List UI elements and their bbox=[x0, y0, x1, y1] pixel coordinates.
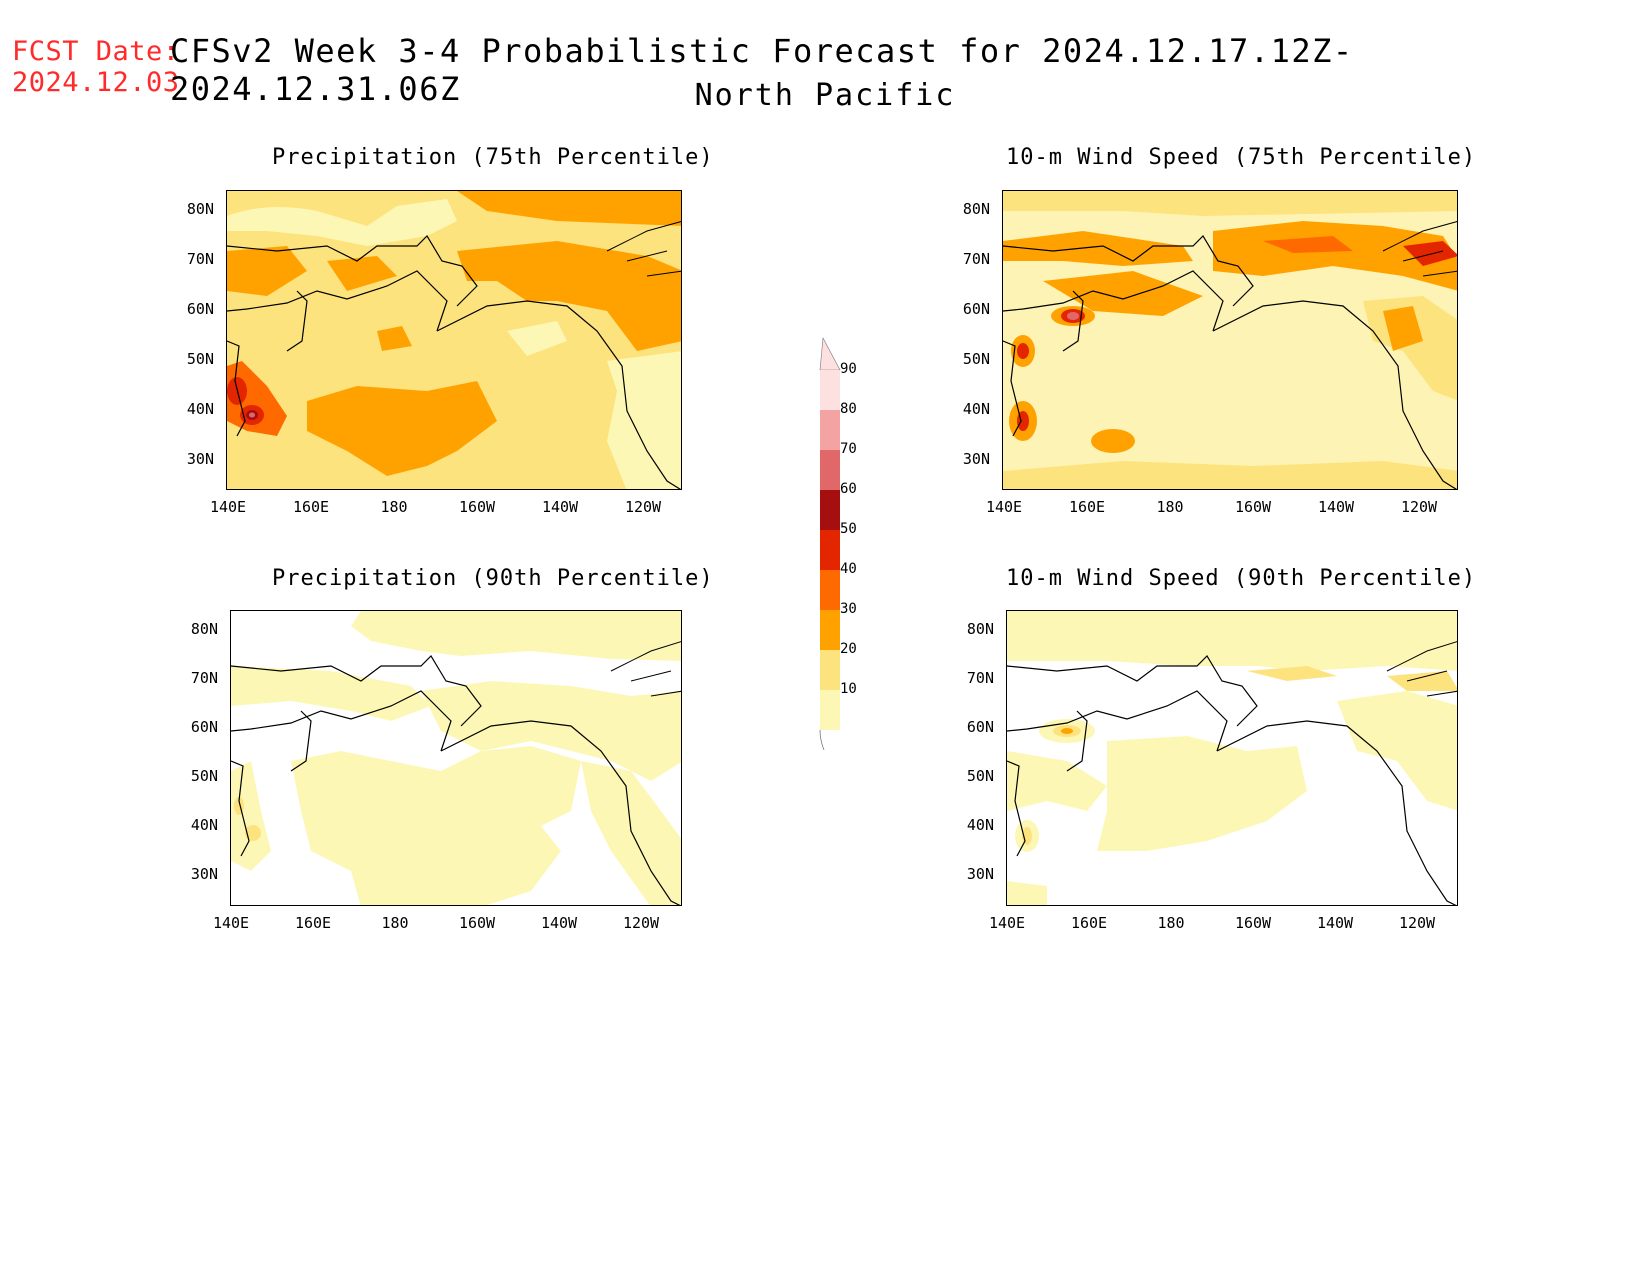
colorbar-label: 80 bbox=[840, 401, 857, 417]
colorbar-label: 30 bbox=[840, 601, 857, 617]
ytick-70n: 70N bbox=[966, 669, 994, 687]
wind-75-field bbox=[1003, 191, 1457, 489]
xtick-140e: 140E bbox=[209, 498, 247, 516]
fcst-date-value: 2024.12.03 bbox=[12, 67, 180, 98]
xtick-140w: 140W bbox=[1316, 914, 1354, 932]
xtick-160e: 160E bbox=[1068, 498, 1106, 516]
colorbar-label: 90 bbox=[840, 361, 857, 377]
map-precip-90 bbox=[230, 610, 682, 906]
map-precip-75 bbox=[226, 190, 682, 490]
colorbar-swatch bbox=[820, 690, 840, 730]
colorbar-swatch bbox=[820, 490, 840, 530]
colorbar-swatch bbox=[820, 650, 840, 690]
ytick-30n: 30N bbox=[190, 865, 218, 883]
ytick-60n: 60N bbox=[186, 300, 214, 318]
ytick-60n: 60N bbox=[190, 718, 218, 736]
xtick-140e: 140E bbox=[212, 914, 250, 932]
xtick-120w: 120W bbox=[624, 498, 662, 516]
fcst-date-caption: FCST Date: bbox=[12, 36, 180, 67]
colorbar-swatch bbox=[820, 450, 840, 490]
ytick-30n: 30N bbox=[966, 865, 994, 883]
ytick-50n: 50N bbox=[962, 350, 990, 368]
xtick-160e: 160E bbox=[292, 498, 330, 516]
panel-title-precip-75: Precipitation (75th Percentile) bbox=[272, 145, 714, 170]
colorbar-label: 20 bbox=[840, 641, 857, 657]
precip-75-field bbox=[227, 191, 681, 489]
ytick-50n: 50N bbox=[190, 767, 218, 785]
xtick-180: 180 bbox=[381, 914, 409, 932]
colorbar-swatch bbox=[820, 570, 840, 610]
xtick-120w: 120W bbox=[1400, 498, 1438, 516]
colorbar-swatch bbox=[820, 410, 840, 450]
colorbar-boxes bbox=[820, 370, 840, 730]
panel-title-precip-90: Precipitation (90th Percentile) bbox=[272, 566, 714, 591]
ytick-30n: 30N bbox=[186, 450, 214, 468]
ytick-80n: 80N bbox=[962, 200, 990, 218]
colorbar-label: 70 bbox=[840, 441, 857, 457]
ytick-30n: 30N bbox=[962, 450, 990, 468]
xtick-180: 180 bbox=[1156, 498, 1184, 516]
ytick-60n: 60N bbox=[966, 718, 994, 736]
xtick-160e: 160E bbox=[1070, 914, 1108, 932]
colorbar-swatch bbox=[820, 530, 840, 570]
colorbar-label: 40 bbox=[840, 561, 857, 577]
ytick-50n: 50N bbox=[966, 767, 994, 785]
panel-title-wind-90: 10-m Wind Speed (90th Percentile) bbox=[1006, 566, 1477, 591]
ytick-50n: 50N bbox=[186, 350, 214, 368]
xtick-140w: 140W bbox=[541, 498, 579, 516]
xtick-180: 180 bbox=[380, 498, 408, 516]
xtick-160w: 160W bbox=[458, 914, 496, 932]
ytick-70n: 70N bbox=[186, 250, 214, 268]
page-title: CFSv2 Week 3-4 Probabilistic Forecast fo… bbox=[170, 32, 1354, 108]
wind-90-field bbox=[1007, 611, 1457, 905]
fcst-date-label: FCST Date: 2024.12.03 bbox=[12, 36, 180, 98]
xtick-140e: 140E bbox=[985, 498, 1023, 516]
colorbar-label: 10 bbox=[840, 681, 857, 697]
xtick-120w: 120W bbox=[1398, 914, 1436, 932]
ytick-80n: 80N bbox=[186, 200, 214, 218]
xtick-140w: 140W bbox=[540, 914, 578, 932]
page-subtitle: North Pacific bbox=[694, 78, 956, 113]
ytick-80n: 80N bbox=[966, 620, 994, 638]
colorbar-swatch bbox=[820, 610, 840, 650]
ytick-40n: 40N bbox=[186, 400, 214, 418]
colorbar-swatch bbox=[820, 370, 840, 410]
colorbar-label: 50 bbox=[840, 521, 857, 537]
panel-title-wind-75: 10-m Wind Speed (75th Percentile) bbox=[1006, 145, 1477, 170]
map-wind-75 bbox=[1002, 190, 1458, 490]
xtick-120w: 120W bbox=[622, 914, 660, 932]
colorbar-top-cap bbox=[819, 336, 841, 371]
precip-90-field bbox=[231, 611, 681, 905]
ytick-70n: 70N bbox=[962, 250, 990, 268]
ytick-40n: 40N bbox=[190, 816, 218, 834]
ytick-80n: 80N bbox=[190, 620, 218, 638]
ytick-60n: 60N bbox=[962, 300, 990, 318]
xtick-160e: 160E bbox=[294, 914, 332, 932]
xtick-140e: 140E bbox=[988, 914, 1026, 932]
xtick-160w: 160W bbox=[1234, 498, 1272, 516]
xtick-180: 180 bbox=[1157, 914, 1185, 932]
colorbar-label: 60 bbox=[840, 481, 857, 497]
xtick-160w: 160W bbox=[458, 498, 496, 516]
ytick-70n: 70N bbox=[190, 669, 218, 687]
ytick-40n: 40N bbox=[962, 400, 990, 418]
ytick-40n: 40N bbox=[966, 816, 994, 834]
colorbar-bottom-cap bbox=[819, 729, 825, 750]
xtick-160w: 160W bbox=[1234, 914, 1272, 932]
colorbar bbox=[819, 336, 841, 750]
map-wind-90 bbox=[1006, 610, 1458, 906]
xtick-140w: 140W bbox=[1317, 498, 1355, 516]
